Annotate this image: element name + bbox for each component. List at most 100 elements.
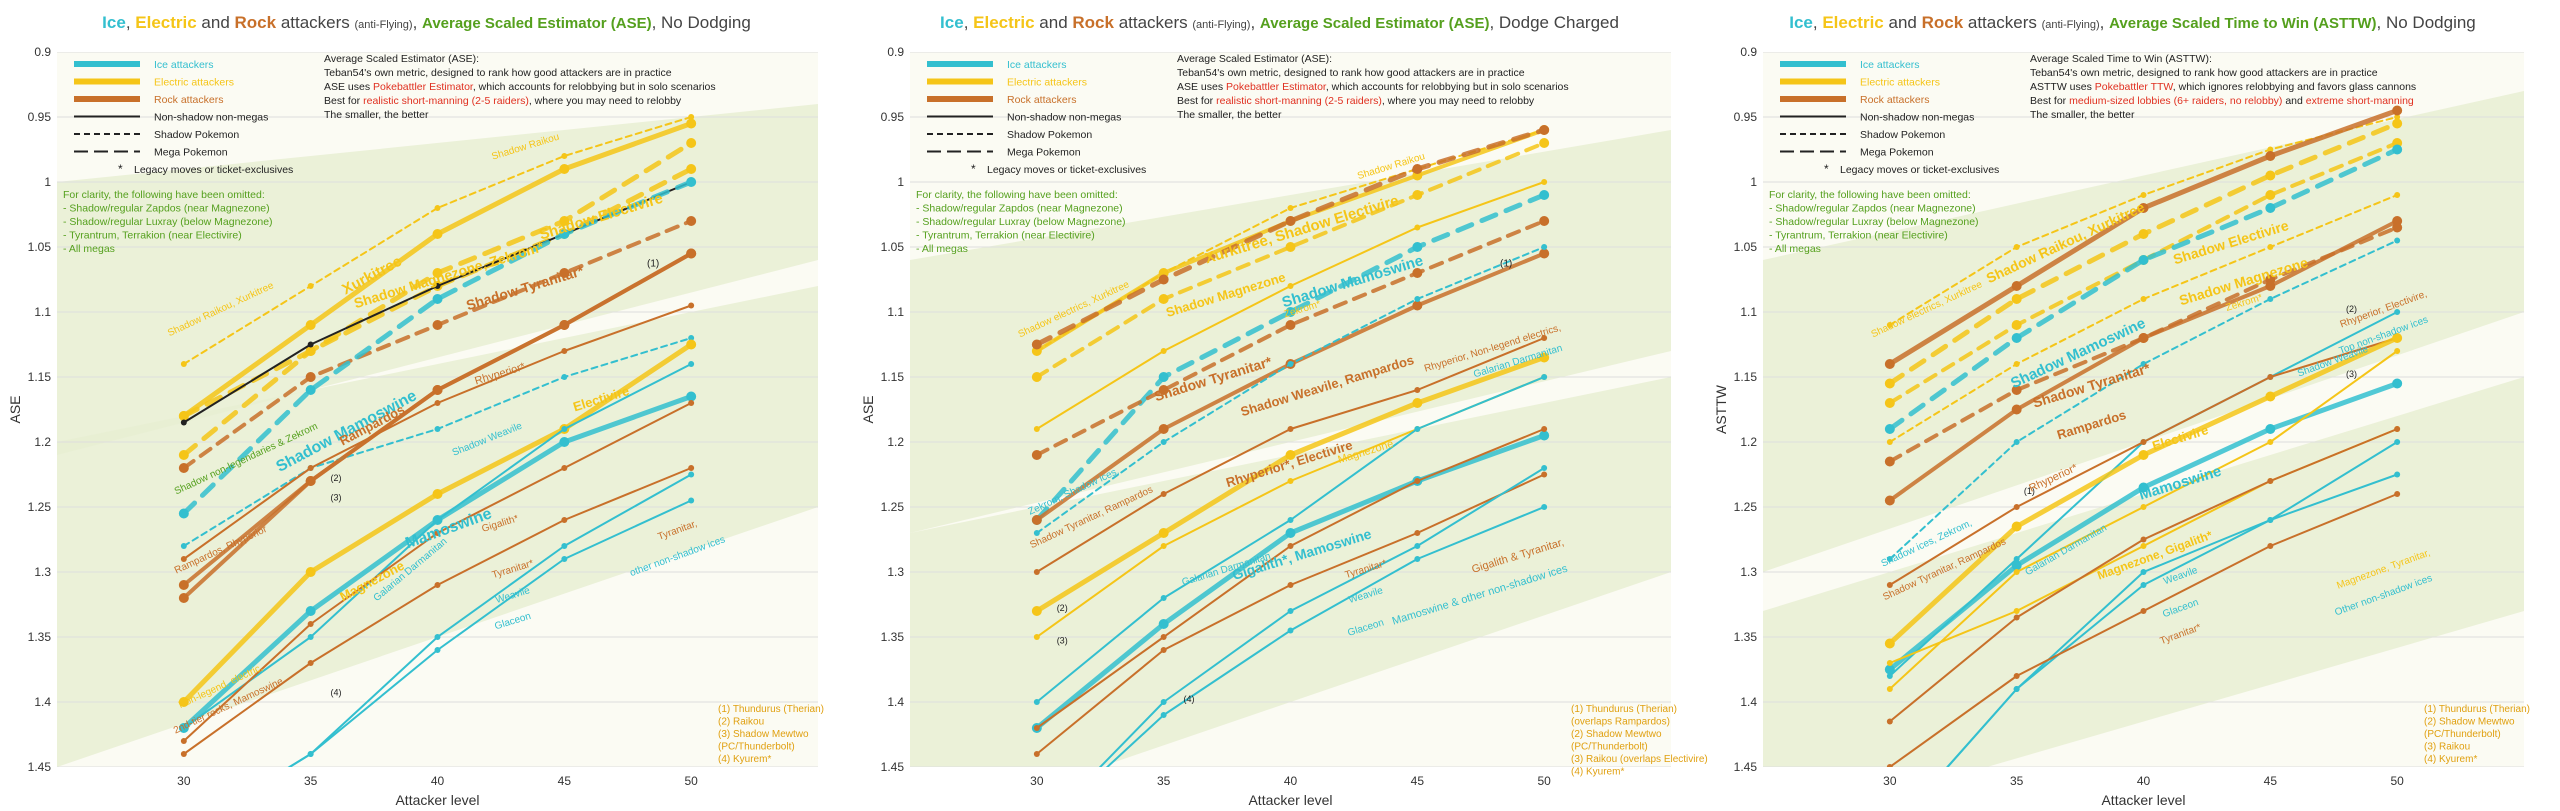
data-point [180, 361, 187, 367]
footnote: (2) Shadow Mewtwo [2424, 717, 2515, 728]
y-tick-label: 1.45 [28, 760, 52, 774]
title-electric: Electric [973, 13, 1034, 32]
y-tick-label: 1.1 [887, 305, 904, 319]
series-label: (3) [331, 493, 342, 503]
data-point [1886, 322, 1893, 328]
title-sep: and [197, 13, 235, 32]
data-point [2394, 237, 2401, 244]
y-tick-label: 1.3 [34, 565, 51, 579]
series-label: (4) [1184, 694, 1195, 704]
info-segment: , which accounts for relobbying but in s… [473, 81, 716, 93]
data-point [2265, 203, 2276, 213]
data-point [180, 543, 187, 549]
data-point [180, 725, 187, 731]
data-point [2140, 192, 2147, 198]
data-point [2013, 686, 2020, 692]
data-point [561, 465, 568, 471]
y-tick-label: 1.3 [1740, 565, 1757, 579]
y-tick-label: 1.05 [1734, 240, 1758, 254]
data-point [1884, 378, 1895, 389]
data-point [2140, 439, 2147, 445]
legend-label: Ice attackers [1860, 59, 1920, 71]
series-line [1887, 147, 2400, 432]
data-point [2267, 478, 2274, 484]
x-tick-label: 30 [177, 774, 191, 788]
footnote: (2) Raikou [718, 717, 764, 728]
data-point [1285, 242, 1296, 252]
title-tail: , Dodge Charged [1489, 13, 1618, 32]
data-point [434, 634, 441, 640]
data-point [1886, 686, 1893, 692]
y-tick-label: 1.05 [28, 240, 52, 254]
data-point [180, 751, 187, 757]
info-segment: ASE uses [324, 81, 373, 93]
data-point [686, 248, 697, 259]
data-point [305, 476, 316, 486]
series-label: (1) [2024, 486, 2035, 496]
series-line [181, 179, 694, 516]
data-point [307, 283, 314, 289]
data-point [1033, 426, 1040, 432]
data-point [432, 320, 443, 330]
footnote: (1) Thundurus (Therian) [1571, 704, 1677, 715]
data-point [1886, 556, 1893, 562]
data-point [1033, 699, 1040, 705]
omitted-note: - Shadow/regular Luxray (below Magnezone… [63, 216, 273, 228]
data-point [1412, 190, 1423, 200]
data-point [1033, 530, 1040, 536]
data-point [2265, 391, 2276, 402]
series-label: (3) [2346, 369, 2357, 379]
data-point [178, 580, 189, 590]
series-label: (2) [1057, 603, 1068, 613]
info-line: Best for realistic short-manning (2-5 ra… [1177, 95, 1535, 107]
data-point [1287, 627, 1294, 634]
data-point [1541, 374, 1548, 380]
data-point [2267, 244, 2274, 250]
data-point [1884, 359, 1895, 369]
y-tick-label: 1.45 [881, 760, 905, 774]
info-segment: Best for [2030, 95, 2069, 107]
info-line: Teban54's own metric, designed to rank h… [2030, 67, 2378, 79]
data-point [1539, 430, 1550, 441]
x-tick-label: 45 [558, 774, 572, 788]
info-segment: Teban54's own metric, designed to rank h… [1177, 67, 1525, 79]
data-point [2267, 439, 2274, 445]
x-tick-label: 30 [1030, 774, 1044, 788]
shaded-band [910, 130, 1671, 533]
series-line [1034, 219, 1547, 457]
info-line: Average Scaled Time to Win (ASTTW): [2030, 53, 2212, 65]
data-point [1884, 424, 1895, 434]
title-ice: Ice [1789, 13, 1813, 32]
legend-label: Electric attackers [1860, 77, 1940, 89]
data-point [686, 339, 697, 350]
info-segment: , where you may need to relobby [1382, 95, 1535, 107]
data-point [1031, 606, 1042, 616]
data-point [1886, 582, 1893, 588]
x-tick-label: 40 [1284, 774, 1298, 788]
legend-label: Ice attackers [1007, 59, 1067, 71]
omitted-note: - Shadow/regular Luxray (below Magnezone… [1769, 216, 1979, 228]
data-point [1160, 634, 1167, 640]
data-point [1158, 619, 1169, 629]
y-tick-label: 0.9 [887, 45, 904, 59]
data-point [1158, 528, 1169, 538]
data-point [434, 283, 441, 289]
info-line: Best for medium-sized lobbies (6+ raider… [2030, 95, 2414, 107]
info-line: Teban54's own metric, designed to rank h… [324, 67, 672, 79]
data-point [2011, 521, 2022, 532]
data-point [1884, 398, 1895, 408]
info-segment: Average Scaled Estimator (ASE): [1177, 53, 1332, 65]
info-line: The smaller, the better [1177, 109, 1282, 121]
data-point [561, 517, 568, 523]
data-point [432, 489, 443, 499]
x-tick-label: 40 [431, 774, 445, 788]
y-tick-label: 1.05 [881, 240, 905, 254]
omitted-note: - Shadow/regular Luxray (below Magnezone… [916, 216, 1126, 228]
data-point [686, 138, 697, 148]
footnote: (1) Thundurus (Therian) [2424, 704, 2530, 715]
data-point [180, 738, 187, 744]
data-point [559, 268, 570, 278]
data-point [2265, 424, 2276, 434]
title-sep: and [1884, 13, 1922, 32]
data-point [2265, 170, 2276, 181]
